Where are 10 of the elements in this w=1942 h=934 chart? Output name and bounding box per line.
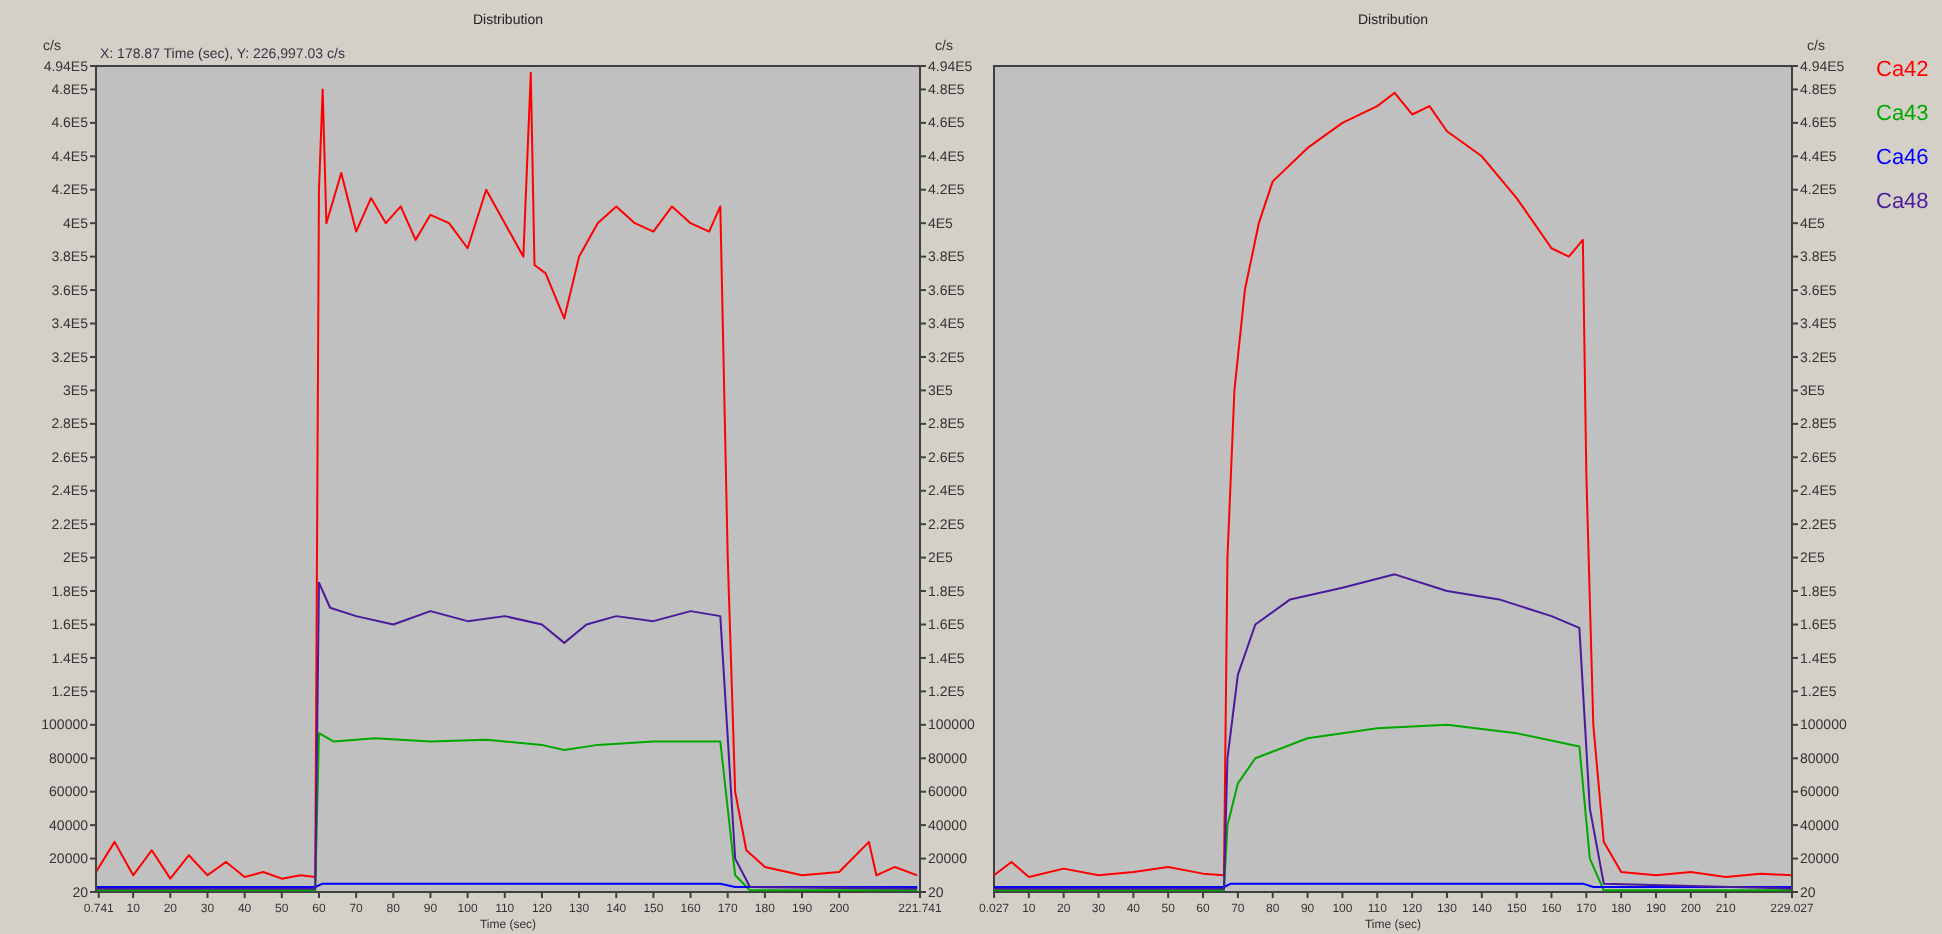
line-series <box>993 91 1793 878</box>
line-series <box>993 573 1793 890</box>
line-series <box>993 723 1793 892</box>
text: Ca46 <box>1876 146 1929 170</box>
text: Ca43 <box>1876 102 1929 126</box>
text: Ca48 <box>1876 190 1929 214</box>
line-series <box>95 732 919 892</box>
line-series <box>95 71 919 880</box>
line-series <box>95 581 919 890</box>
text: Ca42 <box>1876 58 1929 82</box>
